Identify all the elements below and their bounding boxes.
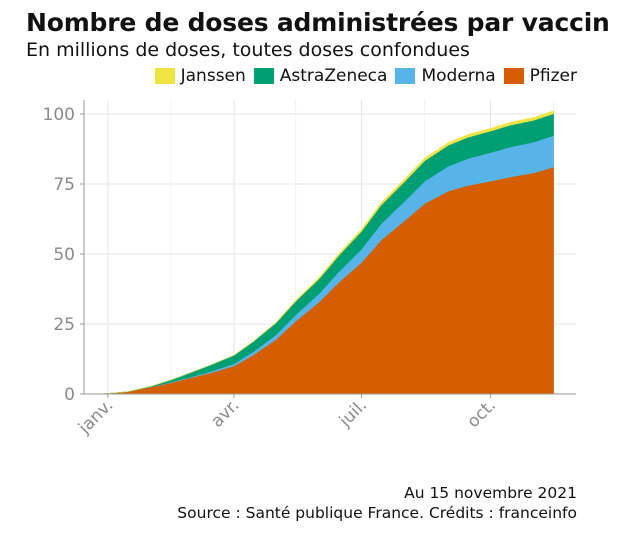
x-tick-label-1: avr. bbox=[207, 395, 243, 431]
y-tick-label-75: 75 bbox=[53, 175, 75, 195]
x-tick-label-0: janv. bbox=[74, 395, 117, 438]
legend-label-pfizer: Pfizer bbox=[529, 66, 577, 86]
legend-swatch-moderna bbox=[395, 68, 416, 84]
legend-label-astrazeneca: AstraZeneca bbox=[279, 66, 388, 86]
legend-label-janssen: Janssen bbox=[180, 66, 246, 86]
chart-subtitle: En millions de doses, toutes doses confo… bbox=[26, 39, 470, 61]
legend-item-pfizer: Pfizer bbox=[503, 66, 577, 86]
x-tick-label-3: oct. bbox=[463, 395, 500, 432]
chart-title: Nombre de doses administrées par vaccin bbox=[26, 8, 610, 37]
series-area-janssen bbox=[100, 110, 554, 395]
legend-swatch-janssen bbox=[154, 68, 175, 84]
source-credit: Source : Santé publique France. Crédits … bbox=[177, 504, 577, 522]
x-tick-label-2: juil. bbox=[335, 395, 371, 431]
y-tick-label-50: 50 bbox=[53, 245, 75, 265]
date-note: Au 15 novembre 2021 bbox=[404, 484, 577, 502]
y-tick-label-100: 100 bbox=[43, 105, 75, 125]
y-tick-label-0: 0 bbox=[64, 385, 75, 405]
y-tick-label-25: 25 bbox=[53, 315, 75, 335]
chart-legend: Janssen AstraZeneca Moderna Pfizer bbox=[147, 66, 577, 86]
legend-item-astrazeneca: AstraZeneca bbox=[253, 66, 388, 86]
area-layer bbox=[100, 110, 554, 395]
legend-swatch-astrazeneca bbox=[253, 68, 274, 84]
legend-swatch-pfizer bbox=[503, 68, 524, 84]
legend-item-moderna: Moderna bbox=[395, 66, 496, 86]
legend-item-janssen: Janssen bbox=[154, 66, 246, 86]
legend-label-moderna: Moderna bbox=[421, 66, 496, 86]
